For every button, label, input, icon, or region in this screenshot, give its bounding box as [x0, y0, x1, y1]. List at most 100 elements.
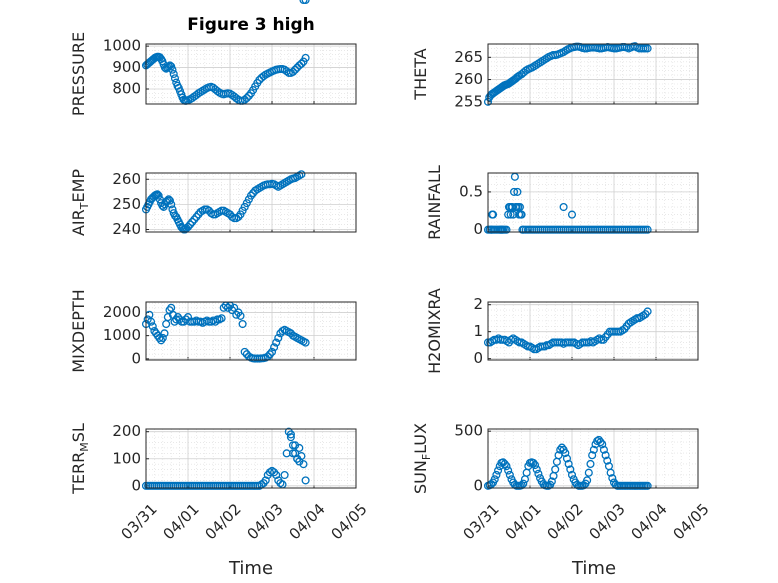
data-series-mixdepth [141, 301, 310, 363]
data-point [167, 200, 176, 209]
data-point [502, 225, 511, 234]
data-point [643, 44, 652, 53]
data-series-air_temp [141, 0, 310, 234]
data-point [286, 430, 295, 439]
data-point [532, 465, 541, 474]
y-tick-label: 900 [112, 58, 141, 76]
data-point [598, 440, 607, 449]
data-point [643, 307, 652, 316]
data-point [502, 462, 511, 471]
data-point [517, 481, 526, 490]
data-point [165, 61, 174, 70]
y-tick-label: 260 [454, 70, 483, 88]
data-point [232, 310, 241, 319]
data-point [551, 465, 560, 474]
data-series-terr_msl [141, 427, 310, 490]
data-point [586, 459, 595, 469]
data-point [608, 474, 617, 483]
data-point [297, 59, 306, 68]
y-tick-label: 0 [473, 220, 483, 238]
data-point [488, 225, 498, 234]
subplot-mixdepth: 0 1000 2000 MIXDEPTH [69, 289, 357, 373]
data-point [301, 53, 310, 62]
y-tick-label: 1000 [103, 37, 141, 55]
y-tick-label: 0 [131, 476, 141, 494]
subplot-air_temp: 240 250 260 AIRTEMP [69, 0, 357, 238]
data-point [146, 317, 156, 326]
data-point [566, 465, 575, 474]
data-point [155, 333, 164, 343]
axes-frame [487, 428, 699, 489]
plot-area [488, 302, 698, 360]
data-point [295, 457, 304, 466]
y-tick-label: 0 [131, 349, 141, 367]
data-point [601, 451, 610, 460]
y-axis-label-sun_flux: SUNFLUX [411, 423, 433, 494]
data-point [270, 343, 279, 352]
axes-frame [145, 428, 357, 489]
data-point [567, 225, 577, 234]
data-point [517, 210, 526, 219]
y-axis-label-terr_msl: TERRMSL [69, 423, 91, 495]
x-axis-label-right: Time [571, 558, 616, 579]
data-point [588, 451, 597, 460]
data-point [567, 210, 577, 219]
data-point [291, 441, 300, 450]
data-point [190, 215, 199, 224]
data-point [530, 461, 540, 470]
data-point [211, 317, 220, 326]
data-point [267, 347, 277, 356]
y-axis-label-pressure: PRESSURE [69, 32, 88, 116]
data-point [240, 347, 249, 356]
y-axis-label-mixdepth: MIXDEPTH [69, 289, 88, 372]
data-point [596, 438, 605, 447]
data-point [236, 311, 245, 320]
data-point [559, 202, 568, 212]
data-point [272, 470, 281, 480]
data-point [280, 470, 289, 480]
data-point [509, 187, 519, 196]
data-series-sun_flux [483, 435, 652, 490]
data-point [188, 217, 197, 227]
data-series-rainfall [483, 172, 652, 234]
data-point [297, 170, 306, 179]
y-tick-label: 0 [473, 349, 483, 367]
data-series-pressure [141, 52, 310, 105]
data-point [230, 303, 239, 312]
data-point [213, 87, 222, 96]
data-point [500, 459, 509, 469]
y-tick-label: 2 [473, 295, 483, 313]
data-series-h2omixra [483, 307, 652, 354]
y-tick-label: 2000 [103, 303, 141, 321]
y-axis-label-h2omixra: H2OMIXRA [425, 288, 444, 374]
data-point [217, 314, 226, 323]
y-axis-label-rainfall: RAINFALL [425, 165, 444, 240]
data-point [589, 445, 598, 454]
data-point [265, 350, 274, 359]
data-point [564, 459, 573, 469]
y-axis-label-air_temp: AIRTEMP [69, 169, 91, 236]
data-point [160, 329, 169, 338]
data-point [168, 65, 177, 74]
subplot-h2omixra: 0 1 2 H2OMIXRA [425, 288, 699, 374]
y-tick-label: 500 [454, 422, 483, 440]
subplot-theta: 255 260 265 THETA [411, 42, 699, 110]
data-point [567, 470, 577, 479]
data-point [547, 477, 556, 486]
data-point [274, 333, 283, 343]
y-tick-label: 0.5 [459, 182, 483, 200]
y-tick-label: 1000 [103, 326, 141, 344]
data-point [504, 210, 513, 219]
data-point [259, 72, 268, 81]
y-tick-label: 250 [112, 195, 141, 213]
y-tick-label: 200 [112, 422, 141, 440]
data-point [559, 225, 568, 234]
subplot-pressure: 800 900 1000 PRESSURE [69, 32, 357, 116]
data-point [301, 476, 310, 485]
y-tick-label: 255 [454, 92, 483, 110]
data-point [288, 449, 298, 458]
data-point [154, 191, 163, 200]
y-tick-label: 1 [473, 322, 483, 340]
data-point [490, 475, 499, 484]
